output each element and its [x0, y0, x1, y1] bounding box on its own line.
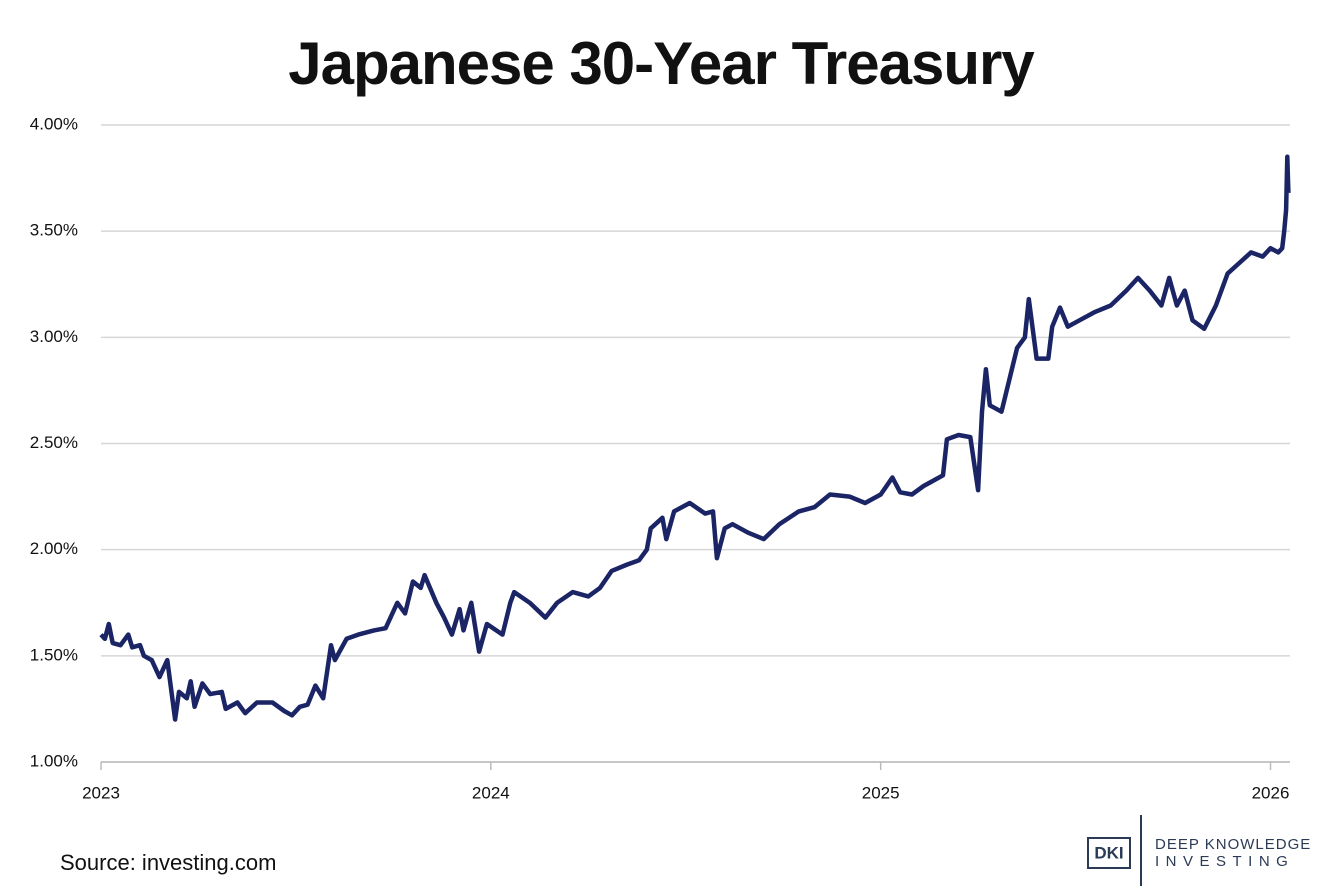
y-tick-label: 1.00%: [30, 751, 78, 770]
y-tick-label: 3.00%: [30, 327, 78, 346]
x-tick-label: 2025: [862, 783, 900, 802]
logo: DKI DEEP KNOWLEDGE INVESTING: [1087, 815, 1311, 886]
chart-title: Japanese 30-Year Treasury: [288, 30, 1035, 97]
x-tick-label: 2023: [82, 783, 120, 802]
x-tick-label: 2026: [1252, 783, 1290, 802]
logo-box: [1087, 837, 1131, 869]
source: Source: investing.com: [60, 850, 276, 875]
line: [99, 154, 1291, 722]
y-tick-label: 1.50%: [30, 645, 78, 664]
y-tick-label: 3.50%: [30, 221, 78, 240]
y-tick-label: 2.00%: [30, 539, 78, 558]
logo-line2: INVESTING: [1155, 853, 1294, 870]
logo-mark: DKI: [1094, 843, 1123, 862]
y-tick-label: 4.00%: [30, 114, 78, 133]
x-tick-label: 2024: [472, 783, 510, 802]
logo-line1: DEEP KNOWLEDGE: [1155, 836, 1311, 853]
y-tick-label: 2.50%: [30, 433, 78, 452]
